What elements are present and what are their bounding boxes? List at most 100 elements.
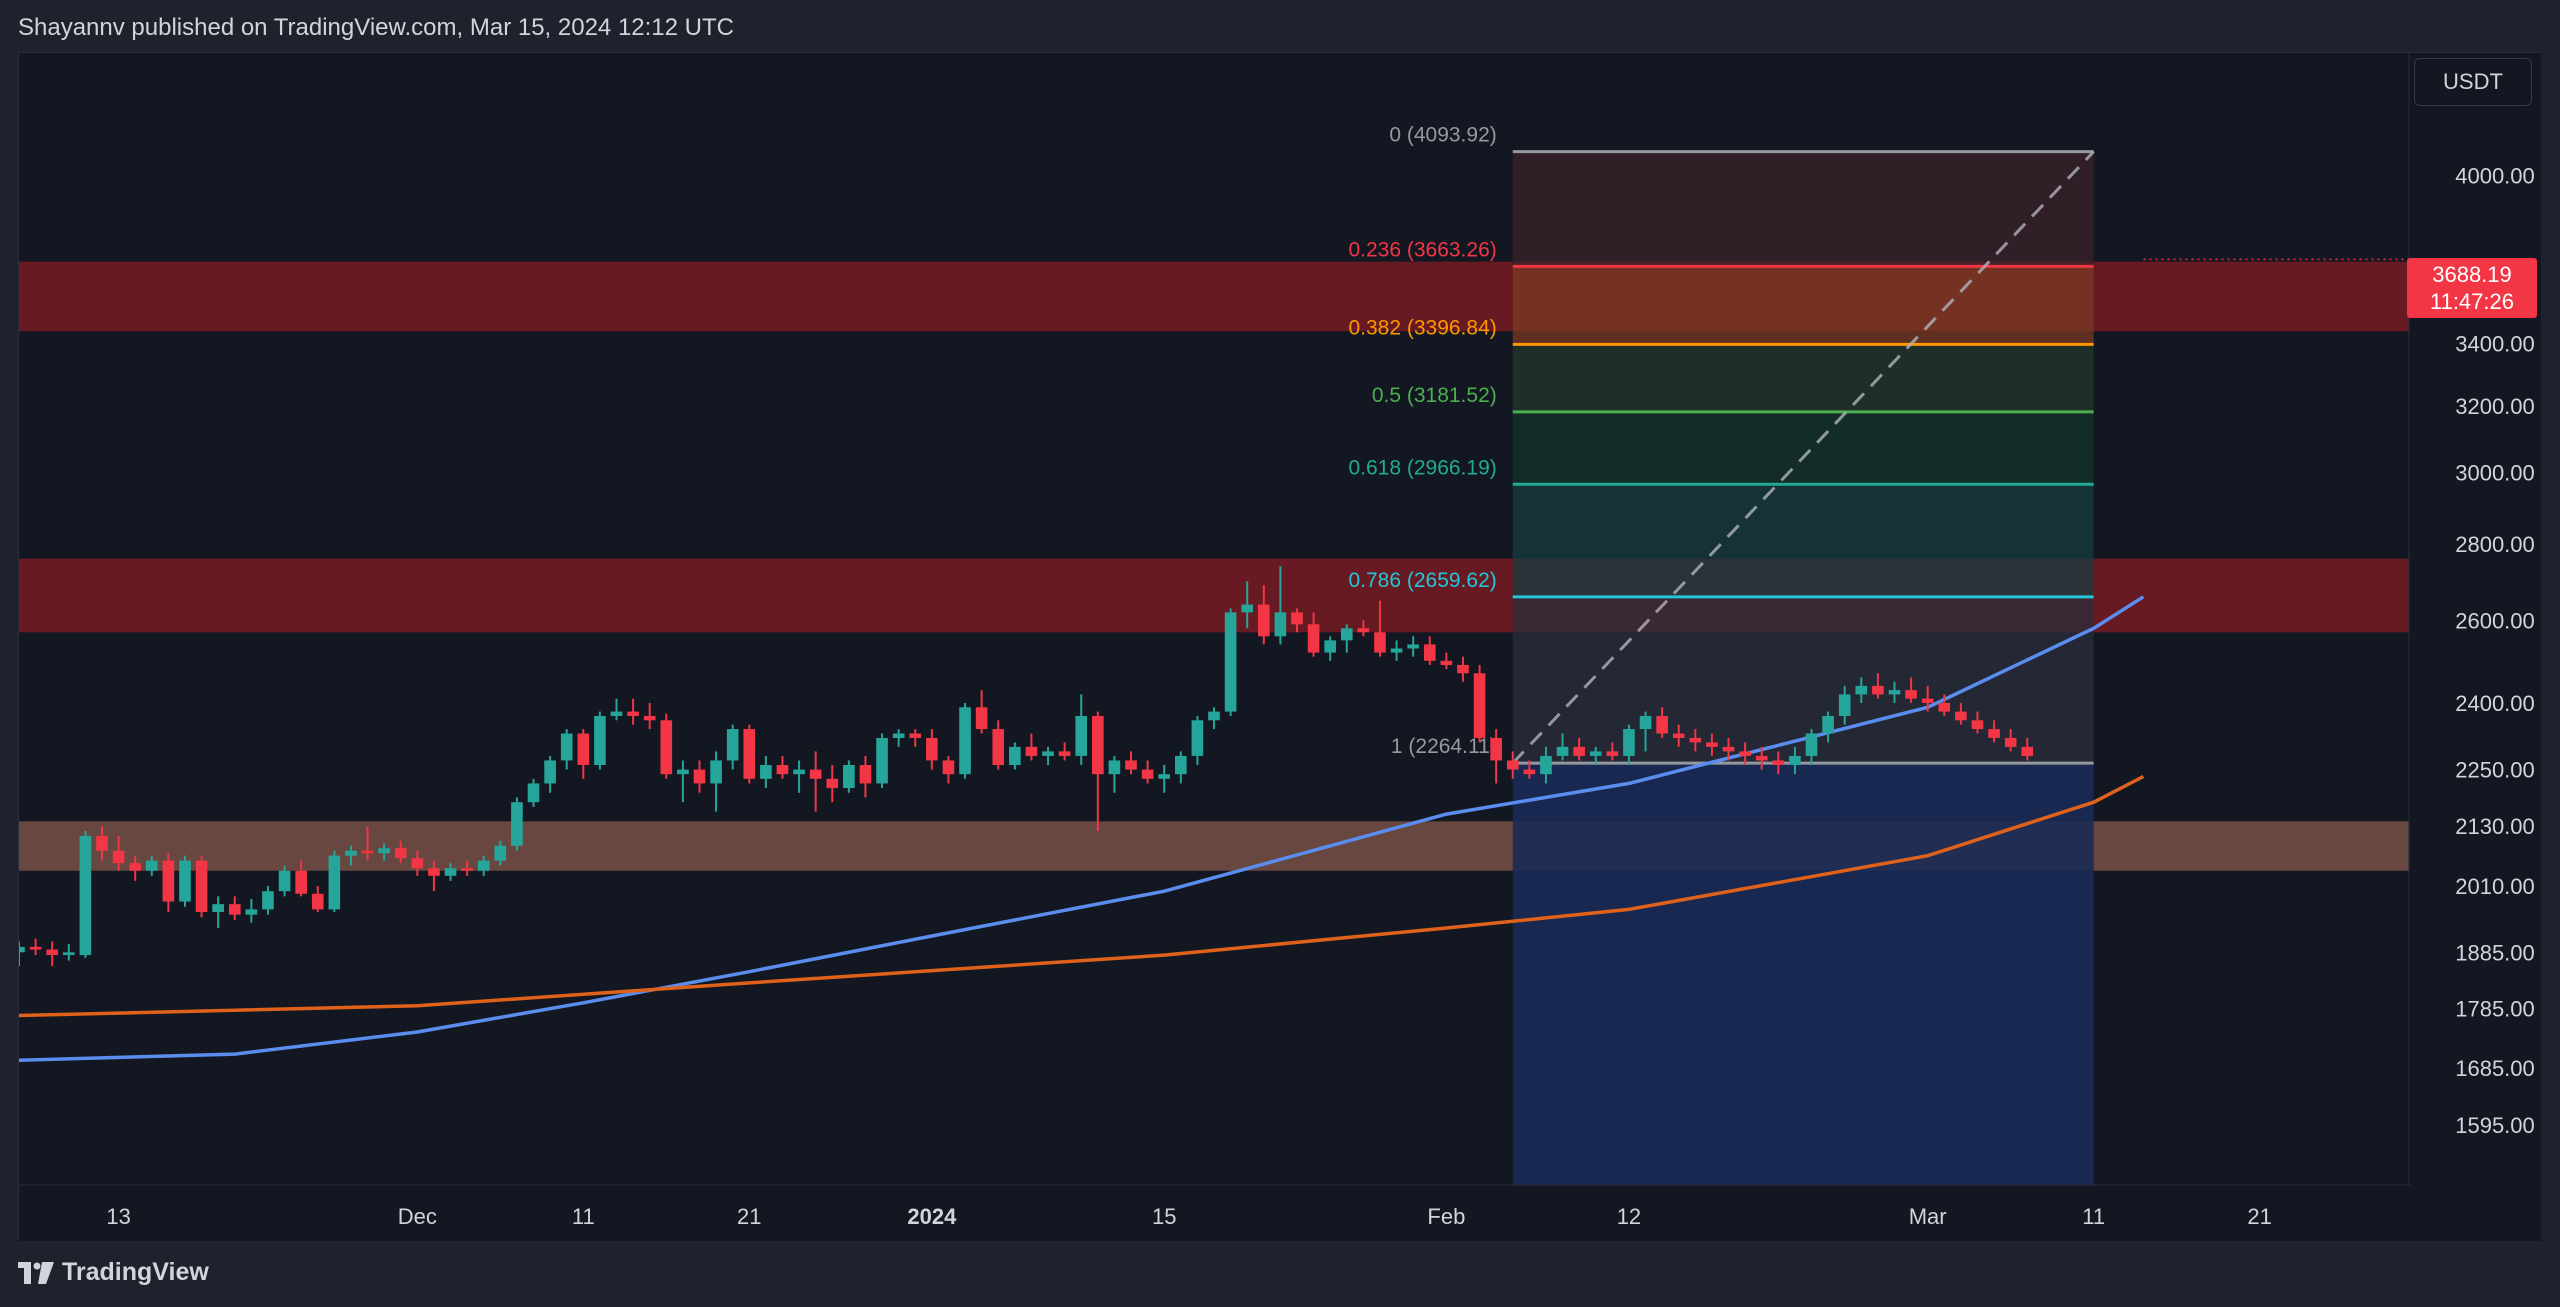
candle-body[interactable] <box>361 850 374 854</box>
candle-body[interactable] <box>1490 737 1502 761</box>
candle-body[interactable] <box>892 733 905 738</box>
candle-body[interactable] <box>1822 715 1834 734</box>
candle-body[interactable] <box>1988 729 2000 738</box>
candle-body[interactable] <box>859 764 872 784</box>
candle-body[interactable] <box>1158 774 1171 779</box>
candle-body[interactable] <box>760 764 772 779</box>
candle-body[interactable] <box>1407 644 1419 649</box>
candle-body[interactable] <box>1955 711 1967 721</box>
candle-body[interactable] <box>311 893 324 910</box>
candle-body[interactable] <box>1473 673 1486 738</box>
candle-body[interactable] <box>328 855 341 910</box>
candle-body[interactable] <box>693 769 706 784</box>
candle-body[interactable] <box>1506 760 1519 770</box>
candle-body[interactable] <box>162 860 175 902</box>
tradingview-logo[interactable]: TradingView <box>18 1258 209 1287</box>
candle-body[interactable] <box>1905 690 1917 699</box>
candle-body[interactable] <box>1706 742 1718 747</box>
candle-body[interactable] <box>1174 755 1187 775</box>
candle-body[interactable] <box>1872 685 1884 695</box>
candle-body[interactable] <box>1374 632 1386 653</box>
candle-body[interactable] <box>145 860 158 871</box>
candle-body[interactable] <box>129 863 141 871</box>
candle-body[interactable] <box>660 720 673 775</box>
candle-body[interactable] <box>1108 760 1121 775</box>
candle-body[interactable] <box>544 760 556 784</box>
candle-body[interactable] <box>1656 715 1668 734</box>
candle-body[interactable] <box>295 870 307 894</box>
candle-body[interactable] <box>1689 737 1702 743</box>
candle-body[interactable] <box>992 729 1005 765</box>
candle-body[interactable] <box>1789 755 1801 765</box>
candle-body[interactable] <box>1921 698 1934 703</box>
candle-body[interactable] <box>212 904 224 913</box>
candle-body[interactable] <box>809 769 822 779</box>
candle-body[interactable] <box>1257 604 1270 637</box>
candle-body[interactable] <box>1208 711 1220 721</box>
candle-body[interactable] <box>1291 612 1303 625</box>
candle-body[interactable] <box>1855 685 1868 695</box>
price-chart[interactable]: 0 (4093.92) 0.236 (3663.26) 0.382 (3396.84… <box>19 53 2541 1241</box>
candle-body[interactable] <box>394 848 407 859</box>
candle-body[interactable] <box>112 850 125 864</box>
candle-body[interactable] <box>1556 746 1569 756</box>
candle-body[interactable] <box>1623 729 1635 756</box>
candle-body[interactable] <box>1938 702 1951 712</box>
candle-body[interactable] <box>245 909 258 915</box>
candle-body[interactable] <box>411 858 424 869</box>
candle-body[interactable] <box>1324 640 1336 653</box>
candle-body[interactable] <box>1589 751 1602 756</box>
candle-body[interactable] <box>627 711 639 716</box>
candle-body[interactable] <box>776 764 789 775</box>
candle-body[interactable] <box>1672 733 1685 738</box>
candle-body[interactable] <box>560 733 573 761</box>
candle-body[interactable] <box>843 764 855 789</box>
candle-body[interactable] <box>1573 746 1585 756</box>
candle-body[interactable] <box>2004 737 2017 747</box>
candle-body[interactable] <box>1191 720 1204 756</box>
currency-button[interactable]: USDT <box>2414 58 2532 106</box>
candle-body[interactable] <box>975 707 988 730</box>
candle-body[interactable] <box>1241 604 1254 613</box>
candle-body[interactable] <box>461 868 473 871</box>
candle-body[interactable] <box>195 860 208 913</box>
candle-body[interactable] <box>345 850 357 856</box>
candle-body[interactable] <box>1009 746 1021 765</box>
candle-body[interactable] <box>942 760 955 775</box>
candle-body[interactable] <box>1092 715 1104 775</box>
candle-body[interactable] <box>1722 746 1735 752</box>
candle-body[interactable] <box>62 952 75 956</box>
candle-body[interactable] <box>793 769 805 775</box>
candle-body[interactable] <box>19 946 25 953</box>
candle-body[interactable] <box>1971 720 1984 730</box>
candle-body[interactable] <box>1141 769 1154 779</box>
candle-body[interactable] <box>1340 628 1353 641</box>
candle-body[interactable] <box>876 737 888 784</box>
candle-body[interactable] <box>1025 746 1038 756</box>
candle-body[interactable] <box>1606 751 1619 756</box>
candle-body[interactable] <box>378 848 390 854</box>
candle-body[interactable] <box>1224 612 1237 712</box>
candle-body[interactable] <box>726 729 739 761</box>
candle-body[interactable] <box>1423 644 1436 661</box>
candle-body[interactable] <box>1274 612 1287 637</box>
candle-body[interactable] <box>96 835 108 851</box>
candle-body[interactable] <box>959 707 971 775</box>
candle-body[interactable] <box>677 769 689 775</box>
candle-body[interactable] <box>1042 751 1054 756</box>
candle-body[interactable] <box>1838 694 1851 716</box>
candle-body[interactable] <box>428 868 440 876</box>
candle-body[interactable] <box>1390 648 1403 653</box>
candle-body[interactable] <box>1440 660 1453 665</box>
candle-body[interactable] <box>29 946 42 950</box>
candle-body[interactable] <box>2021 746 2034 756</box>
candle-body[interactable] <box>743 729 756 779</box>
candle-body[interactable] <box>1357 628 1370 633</box>
candle-body[interactable] <box>511 802 523 846</box>
candle-body[interactable] <box>262 891 274 910</box>
candle-body[interactable] <box>1772 760 1785 765</box>
candle-body[interactable] <box>494 845 507 861</box>
candle-body[interactable] <box>1075 715 1088 756</box>
candle-body[interactable] <box>1805 733 1818 756</box>
candle-body[interactable] <box>1755 755 1768 761</box>
